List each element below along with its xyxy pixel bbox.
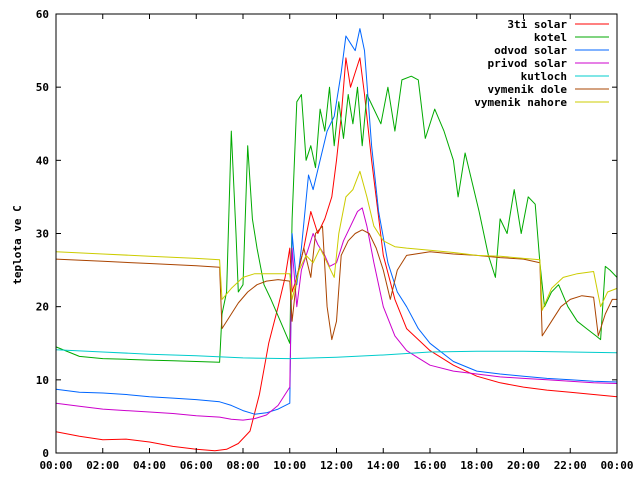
series-line-6 [55, 225, 617, 341]
series-line-2 [55, 75, 618, 363]
x-tick-label: 22:00 [554, 459, 587, 472]
x-tick-label: 06:00 [180, 459, 213, 472]
x-tick-label: 14:00 [367, 459, 400, 472]
series-line-4 [55, 207, 618, 421]
x-tick-label: 18:00 [460, 459, 493, 472]
y-tick-label: 0 [42, 447, 49, 460]
axis-ticks [55, 13, 618, 454]
y-tick-label: 20 [36, 301, 49, 314]
series-lines [55, 28, 618, 452]
legend-label: 3ti solar [507, 18, 567, 31]
legend-label: vymenik nahore [474, 96, 567, 109]
legend-label: vymenik dole [488, 83, 568, 96]
x-tick-label: 02:00 [86, 459, 119, 472]
y-tick-label: 40 [36, 154, 49, 167]
y-tick-label: 10 [36, 374, 49, 387]
legend-label: kotel [534, 31, 567, 44]
x-tick-label: 00:00 [600, 459, 633, 472]
legend-label: odvod solar [494, 44, 567, 57]
series-line-5 [55, 349, 618, 360]
x-tick-label: 20:00 [507, 459, 540, 472]
x-tick-label: 04:00 [133, 459, 166, 472]
x-tick-label: 08:00 [226, 459, 259, 472]
x-tick-label: 10:00 [273, 459, 306, 472]
series-line-1 [55, 57, 618, 452]
y-tick-label: 30 [36, 228, 49, 241]
x-tick-label: 00:00 [39, 459, 72, 472]
x-tick-label: 16:00 [413, 459, 446, 472]
x-tick-label: 12:00 [320, 459, 353, 472]
y-axis-label: teplota ve C [11, 205, 24, 284]
y-tick-label: 50 [36, 81, 49, 94]
y-tick-label: 60 [36, 8, 49, 21]
axis-tick-labels: 0 10 20 30 40 50 60 00:00 02:00 04:00 06:00 08:00 10… [36, 8, 634, 472]
series-line-3 [55, 28, 618, 415]
series-line-7 [55, 170, 618, 311]
legend-label: privod solar [488, 57, 568, 70]
legend-label: kutloch [521, 70, 567, 83]
